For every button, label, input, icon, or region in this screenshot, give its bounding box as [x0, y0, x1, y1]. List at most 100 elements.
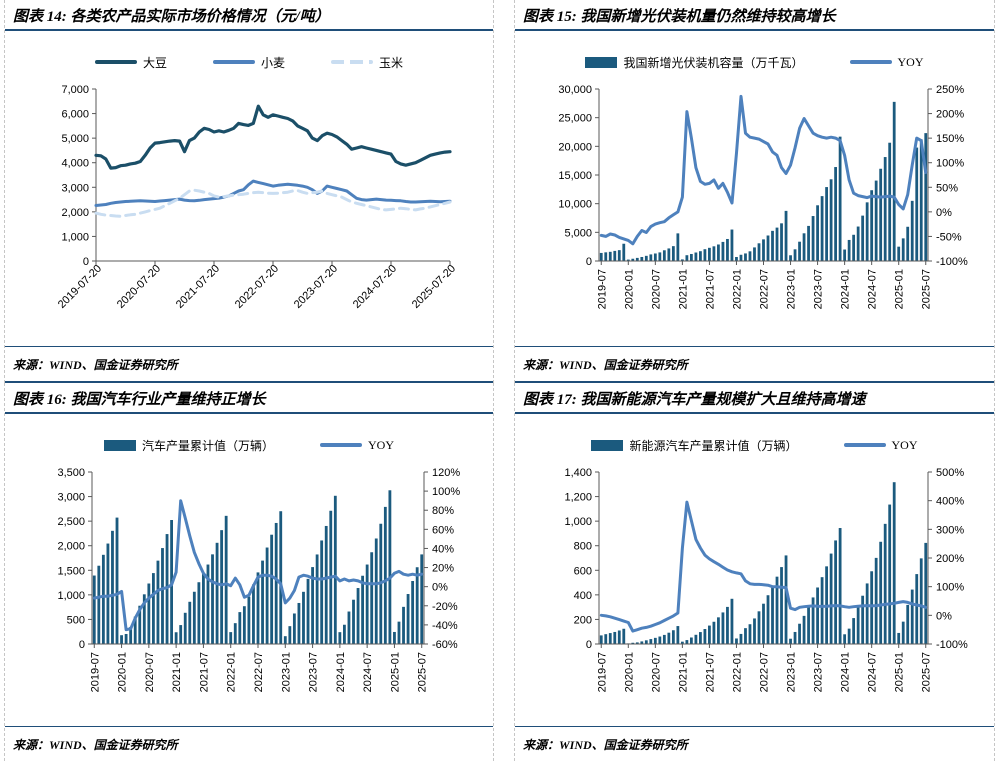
figure-14-legend: 大豆 小麦 玉米 — [5, 51, 493, 73]
bar — [861, 215, 865, 261]
y-axis-label: 3,000 — [57, 492, 85, 504]
x-axis-label: 2021-01 — [677, 269, 689, 309]
bar — [838, 528, 842, 644]
panel-figure-14: 图表 14: 各类农产品实际市场价格情况（元/吨） 大豆 小麦 玉米 0 1,000 2… — [4, 0, 494, 383]
bar — [870, 571, 874, 644]
x-axis-label: 2023-07 — [813, 652, 825, 692]
bar — [721, 612, 725, 644]
legend-label: 我国新增光伏装机容量（万千瓦） — [623, 55, 804, 70]
bar — [897, 246, 901, 261]
legend-item: YOY — [320, 438, 394, 453]
bar — [397, 621, 401, 644]
bar — [161, 548, 164, 644]
y-axis-label: 800 — [574, 541, 592, 553]
bar — [888, 142, 892, 261]
bar — [703, 249, 707, 261]
figure-17-combo-chart-canvas: 0 200 400 600 800 1,000 1,200 1,400 -100% 0% 100% 2… — [564, 467, 968, 692]
x-axis-label: 2023-07 — [813, 269, 825, 309]
x-axis-label: 2022-01 — [226, 652, 238, 692]
x-axis-label: 2019-07-20 — [56, 263, 104, 311]
bar — [708, 625, 711, 644]
bar — [393, 631, 396, 644]
bar — [798, 241, 801, 261]
x-axis-label: 2021-07 — [704, 652, 716, 692]
bar — [215, 542, 219, 644]
y-axis-label: 1,200 — [564, 492, 592, 504]
bar — [174, 632, 178, 644]
bar — [92, 575, 96, 644]
y-axis-right-label: 120% — [432, 467, 460, 479]
y-axis-right-label: 60% — [432, 524, 454, 536]
bar — [735, 638, 738, 644]
x-axis-label: 2025-01 — [389, 652, 401, 692]
bar — [338, 632, 342, 644]
legend-item: 小麦 — [212, 54, 285, 71]
bar — [608, 633, 612, 644]
x-axis-label: 2021-07 — [704, 269, 716, 309]
bar — [115, 517, 119, 644]
x-axis-label: 2025-07-20 — [410, 263, 458, 311]
legend-item: 大豆 — [94, 54, 167, 71]
bar — [111, 530, 114, 644]
bar — [807, 225, 810, 261]
bar — [97, 565, 101, 644]
data-line — [599, 94, 928, 246]
y-axis-label: 7,000 — [61, 84, 89, 96]
legend-item: 汽车产量累计值（万辆） — [103, 437, 274, 454]
bar — [224, 515, 228, 644]
bar — [879, 168, 883, 261]
bar — [406, 594, 410, 644]
x-axis-label: 2023-07-20 — [292, 263, 340, 311]
figure-grid: 图表 14: 各类农产品实际市场价格情况（元/吨） 大豆 小麦 玉米 0 1,000 2… — [4, 0, 995, 761]
bar — [717, 617, 720, 644]
bar — [622, 628, 626, 644]
y-axis-label: 1,000 — [564, 516, 592, 528]
figure-17-legend: 新能源汽车产量累计值（万辆） YOY — [515, 434, 994, 456]
bar — [179, 625, 183, 644]
bar — [829, 179, 833, 261]
bar — [667, 632, 671, 644]
bar — [680, 259, 684, 261]
x-axis-label: 2022-01 — [731, 269, 743, 309]
y-axis-right-label: -20% — [432, 601, 458, 613]
bar — [183, 612, 187, 644]
legend-line-swatch — [843, 443, 886, 447]
y-axis-right-label: 100% — [936, 158, 964, 170]
bar — [892, 101, 896, 261]
bar — [694, 252, 698, 261]
legend-label: YOY — [368, 437, 394, 452]
bar — [852, 618, 856, 644]
bar — [247, 596, 251, 644]
y-axis-label: 5,000 — [61, 133, 89, 145]
x-axis-label: 2022-07 — [759, 269, 771, 309]
bar — [206, 564, 210, 644]
bar — [739, 633, 743, 644]
figure-14-source-note: 来源：WIND、国金证券研究所 — [5, 346, 493, 383]
figure-16-source-note: 来源：WIND、国金证券研究所 — [5, 726, 493, 761]
bar — [347, 611, 351, 644]
bar — [793, 631, 797, 644]
bar — [901, 621, 905, 644]
bar — [888, 504, 892, 644]
bar — [699, 632, 702, 644]
x-axis-label: 2020-01 — [117, 652, 129, 692]
y-axis-label: 0 — [586, 639, 592, 651]
bar — [279, 511, 283, 644]
bar — [730, 598, 734, 644]
bar — [766, 595, 770, 644]
bar — [680, 641, 684, 644]
bar — [649, 254, 653, 261]
bar — [726, 606, 729, 644]
x-axis-label: 2025-07 — [417, 652, 429, 692]
y-axis-label: 0 — [586, 256, 592, 268]
bar — [229, 632, 233, 644]
figure-16-combo-chart-canvas: 0 500 1,000 1,500 2,000 2,500 3,000 3,500 -60% -4… — [57, 467, 460, 692]
bar — [793, 249, 797, 261]
bar — [879, 541, 883, 644]
y-axis-right-label: 50% — [936, 182, 958, 194]
bar — [306, 578, 310, 644]
y-axis-right-label: -50% — [936, 231, 962, 243]
bar — [834, 540, 837, 644]
x-axis-label: 2025-01 — [894, 652, 906, 692]
